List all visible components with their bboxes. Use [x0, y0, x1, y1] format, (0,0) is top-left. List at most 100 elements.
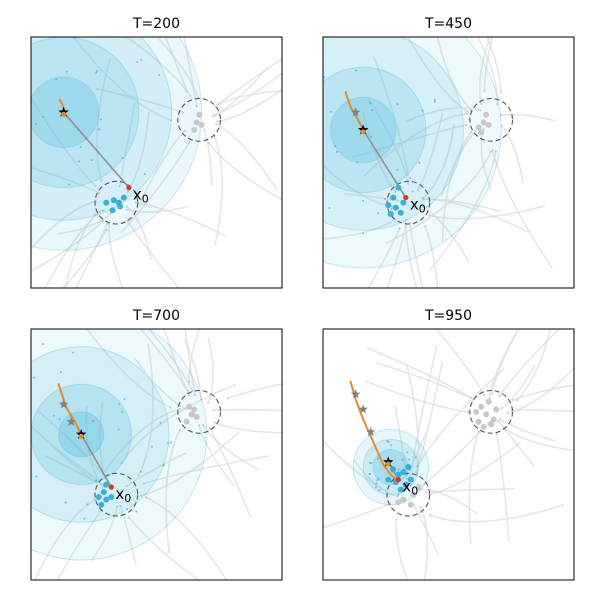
cyan-point	[397, 486, 404, 493]
uncertainty-sample	[407, 458, 410, 461]
cyan-point	[120, 194, 127, 201]
streamline	[502, 427, 574, 452]
streamline	[495, 433, 510, 542]
gray-point	[490, 416, 497, 423]
streamline	[136, 130, 186, 209]
uncertainty-sample	[377, 212, 380, 215]
streamline-endpoint	[479, 109, 482, 112]
uncertainty-sample	[68, 183, 71, 186]
streamline-endpoint	[188, 393, 191, 396]
uncertainty-sample	[95, 69, 98, 72]
uncertainty-sample	[405, 473, 408, 476]
streamline-endpoint	[490, 392, 493, 395]
streamline-endpoint	[213, 421, 216, 424]
target-circle-2	[469, 97, 514, 142]
streamline	[126, 205, 152, 261]
streamline-endpoint	[214, 105, 217, 108]
uncertainty-sample	[406, 451, 409, 454]
cyan-point	[400, 469, 407, 476]
gray-point	[395, 499, 402, 506]
streamline	[209, 427, 252, 518]
panel-title: T=450	[424, 16, 472, 32]
uncertainty-sample	[65, 70, 68, 73]
streamline	[500, 124, 524, 184]
streamline-endpoint	[483, 89, 486, 92]
streamline-endpoint	[408, 221, 411, 224]
current-star-marker	[61, 111, 67, 117]
streamline	[140, 431, 240, 497]
x0-label: x0	[402, 478, 418, 498]
uncertainty-sample	[34, 123, 37, 126]
panel-title: T=700	[132, 308, 180, 324]
cyan-point	[385, 202, 392, 209]
streamline	[126, 220, 180, 288]
x0-label-subscript: 0	[411, 485, 418, 498]
streamline	[425, 488, 515, 494]
uncertainty-sample	[79, 145, 82, 148]
cyan-point	[103, 481, 110, 488]
uncertainty-sample	[387, 441, 390, 444]
streamline	[412, 503, 440, 556]
streamline	[31, 96, 97, 187]
streamline-endpoint	[477, 430, 480, 433]
uncertainty-sample	[376, 457, 379, 460]
cyan-point	[385, 476, 392, 483]
uncertainty-sample	[334, 145, 337, 148]
streamline-endpoint	[428, 214, 431, 217]
uncertainty-sample	[143, 172, 146, 175]
uncertainty-sample	[99, 118, 102, 121]
uncertainty-sample	[433, 100, 436, 103]
streamline-endpoint	[212, 115, 215, 118]
uncertainty-circle	[31, 37, 203, 251]
uncertainty-sample	[162, 464, 165, 467]
streamline	[419, 506, 429, 580]
cyan-point	[110, 197, 117, 204]
streamline	[121, 141, 191, 234]
uncertainty-sample	[159, 421, 162, 424]
past-star	[350, 389, 361, 399]
streamline	[51, 444, 107, 488]
streamline-endpoint	[398, 227, 401, 230]
streamline-endpoint	[126, 190, 129, 193]
streamline-endpoint	[491, 149, 494, 152]
streamline	[216, 88, 282, 123]
streamline	[31, 424, 96, 482]
streamline	[435, 329, 485, 396]
x0-marker	[108, 484, 114, 490]
streamline	[34, 498, 97, 580]
current-star-marker	[78, 433, 84, 439]
uncertainty-circle	[323, 37, 502, 269]
uncertainty-circle	[31, 329, 208, 561]
target-circle-2	[469, 389, 514, 434]
uncertainty-sample	[389, 444, 392, 447]
current-star-marker	[385, 461, 391, 467]
streamline-endpoint	[120, 462, 123, 465]
x0-label-main: x	[133, 186, 142, 204]
uncertainty-sample	[55, 78, 58, 81]
connector-line	[80, 434, 113, 488]
streamline	[429, 504, 565, 523]
current-star	[383, 456, 394, 467]
streamline-endpoint	[198, 424, 201, 427]
uncertainty-sample	[384, 198, 387, 201]
streamline-endpoint	[423, 482, 426, 485]
gray-point	[475, 124, 482, 131]
streamline-endpoint	[506, 412, 509, 415]
gray-point	[485, 121, 492, 128]
streamline	[428, 442, 521, 496]
uncertainty-sample	[414, 456, 417, 459]
x0-marker	[126, 185, 132, 191]
streamline-endpoint	[208, 427, 211, 430]
uncertainty-circle	[31, 37, 173, 221]
streamline-endpoint	[494, 150, 497, 153]
streamline-endpoint	[500, 407, 503, 410]
streamline	[506, 366, 574, 415]
streamline-endpoint	[137, 474, 140, 477]
uncertainty-sample	[94, 479, 97, 482]
x0-label: x0	[133, 186, 149, 206]
streamline	[44, 210, 101, 288]
streamline-endpoint	[516, 399, 519, 402]
uncertainty-sample	[90, 159, 93, 162]
streamline-endpoint	[212, 409, 215, 412]
streamline	[323, 503, 391, 529]
